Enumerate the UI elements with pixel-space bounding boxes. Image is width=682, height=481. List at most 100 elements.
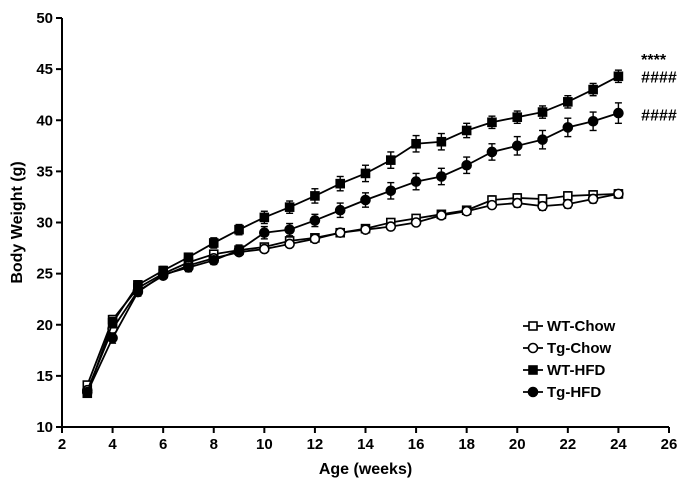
data-point-tg-hfd — [183, 262, 194, 273]
legend-label: WT-Chow — [547, 318, 616, 335]
data-point-tg-hfd — [208, 255, 220, 266]
legend-label: Tg-Chow — [547, 340, 611, 357]
data-point-tg-hfd — [537, 134, 548, 145]
x-tick-label: 2 — [58, 436, 66, 453]
y-tick-label: 25 — [36, 266, 53, 283]
data-point-tg-hfd — [461, 159, 472, 171]
x-tick-label: 16 — [408, 436, 425, 453]
data-point-wt-hfd — [436, 136, 447, 147]
data-point-tg-chow — [410, 217, 422, 228]
data-point-wt-hfd — [613, 71, 624, 82]
data-point-tg-hfd — [309, 215, 321, 226]
data-point-wt-hfd — [360, 168, 371, 179]
data-point-tg-hfd — [259, 227, 270, 239]
legend-item-tg-hfd: Tg-HFD — [523, 384, 601, 401]
data-point-tg-hfd — [511, 140, 523, 152]
legend-label: WT-HFD — [547, 362, 605, 379]
data-point-tg-chow — [461, 205, 472, 217]
x-tick-label: 20 — [509, 436, 526, 453]
data-point-tg-hfd — [486, 146, 498, 158]
data-point-wt-hfd — [310, 191, 320, 201]
y-tick-label: 35 — [36, 163, 53, 180]
y-tick-label: 30 — [36, 215, 53, 232]
legend-item-wt-hfd: WT-HFD — [523, 362, 605, 379]
legend-marker — [528, 365, 538, 375]
data-point-wt-hfd — [259, 212, 270, 223]
data-point-tg-hfd — [587, 115, 599, 127]
data-point-tg-hfd — [233, 244, 245, 256]
data-point-wt-hfd — [461, 125, 472, 136]
data-point-wt-hfd — [107, 317, 118, 328]
x-tick-label: 8 — [210, 436, 218, 453]
legend-item-tg-chow: Tg-Chow — [523, 340, 611, 357]
data-point-wt-hfd — [385, 155, 396, 165]
legend-label: Tg-HFD — [547, 384, 601, 401]
data-point-tg-hfd — [284, 224, 295, 235]
data-point-tg-chow — [360, 224, 371, 235]
data-point-wt-hfd — [183, 252, 194, 263]
data-point-tg-hfd — [562, 122, 574, 133]
data-point-tg-hfd — [81, 386, 93, 398]
x-tick-label: 12 — [307, 436, 324, 453]
x-tick-label: 26 — [661, 436, 678, 453]
legend: WT-Chow Tg-Chow WT-HFD Tg-HFD — [523, 318, 616, 401]
data-point-wt-hfd — [537, 107, 548, 117]
y-tick-label: 45 — [36, 61, 53, 78]
significance-annotation: **** — [641, 52, 667, 69]
data-point-tg-hfd — [436, 171, 447, 182]
data-point-wt-hfd — [411, 138, 421, 149]
x-tick-label: 4 — [108, 436, 117, 453]
series-line-tg-hfd — [86, 112, 619, 393]
y-tick-label: 20 — [36, 317, 53, 334]
x-tick-label: 10 — [256, 436, 273, 453]
data-point-tg-chow — [486, 199, 498, 211]
legend-marker — [527, 386, 539, 398]
legend-item-wt-chow: WT-Chow — [523, 318, 616, 335]
x-tick-label: 18 — [458, 436, 475, 453]
data-point-wt-hfd — [512, 112, 523, 122]
x-tick-label: 6 — [159, 436, 167, 453]
series-wt-chow — [82, 189, 624, 390]
data-point-tg-hfd — [334, 204, 346, 216]
data-point-tg-chow — [259, 243, 270, 255]
data-point-tg-chow — [562, 198, 574, 210]
data-point-tg-hfd — [410, 176, 422, 187]
y-tick-label: 15 — [36, 368, 53, 385]
data-point-tg-chow — [587, 193, 599, 205]
y-axis-title: Body Weight (g) — [9, 161, 26, 283]
series-line-tg-chow — [86, 192, 619, 391]
data-point-wt-hfd — [284, 202, 295, 212]
significance-annotation: #### — [641, 69, 677, 86]
y-tick-label: 50 — [36, 10, 53, 27]
data-point-tg-hfd — [360, 194, 371, 206]
x-tick-label: 24 — [610, 436, 627, 453]
data-point-tg-hfd — [613, 107, 624, 119]
data-point-wt-hfd — [588, 84, 598, 95]
significance-annotation: #### — [641, 107, 677, 124]
data-point-wt-chow — [563, 191, 573, 201]
y-tick-label: 40 — [36, 112, 53, 129]
data-point-tg-chow — [284, 238, 295, 250]
data-point-tg-chow — [436, 210, 447, 221]
series-line-wt-chow — [86, 192, 619, 386]
data-point-wt-hfd — [335, 178, 346, 189]
data-point-wt-hfd — [234, 224, 244, 235]
series-tg-hfd — [81, 102, 624, 398]
legend-marker — [527, 342, 539, 354]
x-axis-title: Age (weeks) — [319, 461, 412, 478]
data-point-tg-hfd — [132, 286, 144, 298]
data-point-wt-hfd — [208, 238, 219, 248]
legend-marker — [528, 321, 538, 331]
data-point-tg-chow — [309, 233, 321, 245]
data-point-tg-hfd — [385, 185, 397, 197]
series-tg-chow — [81, 188, 624, 396]
data-point-tg-chow — [537, 200, 548, 212]
data-point-wt-hfd — [487, 117, 497, 128]
data-point-tg-chow — [613, 188, 624, 200]
x-tick-label: 14 — [357, 436, 374, 453]
data-point-wt-hfd — [563, 97, 573, 107]
data-point-tg-chow — [334, 227, 346, 239]
data-point-tg-chow — [385, 221, 397, 232]
